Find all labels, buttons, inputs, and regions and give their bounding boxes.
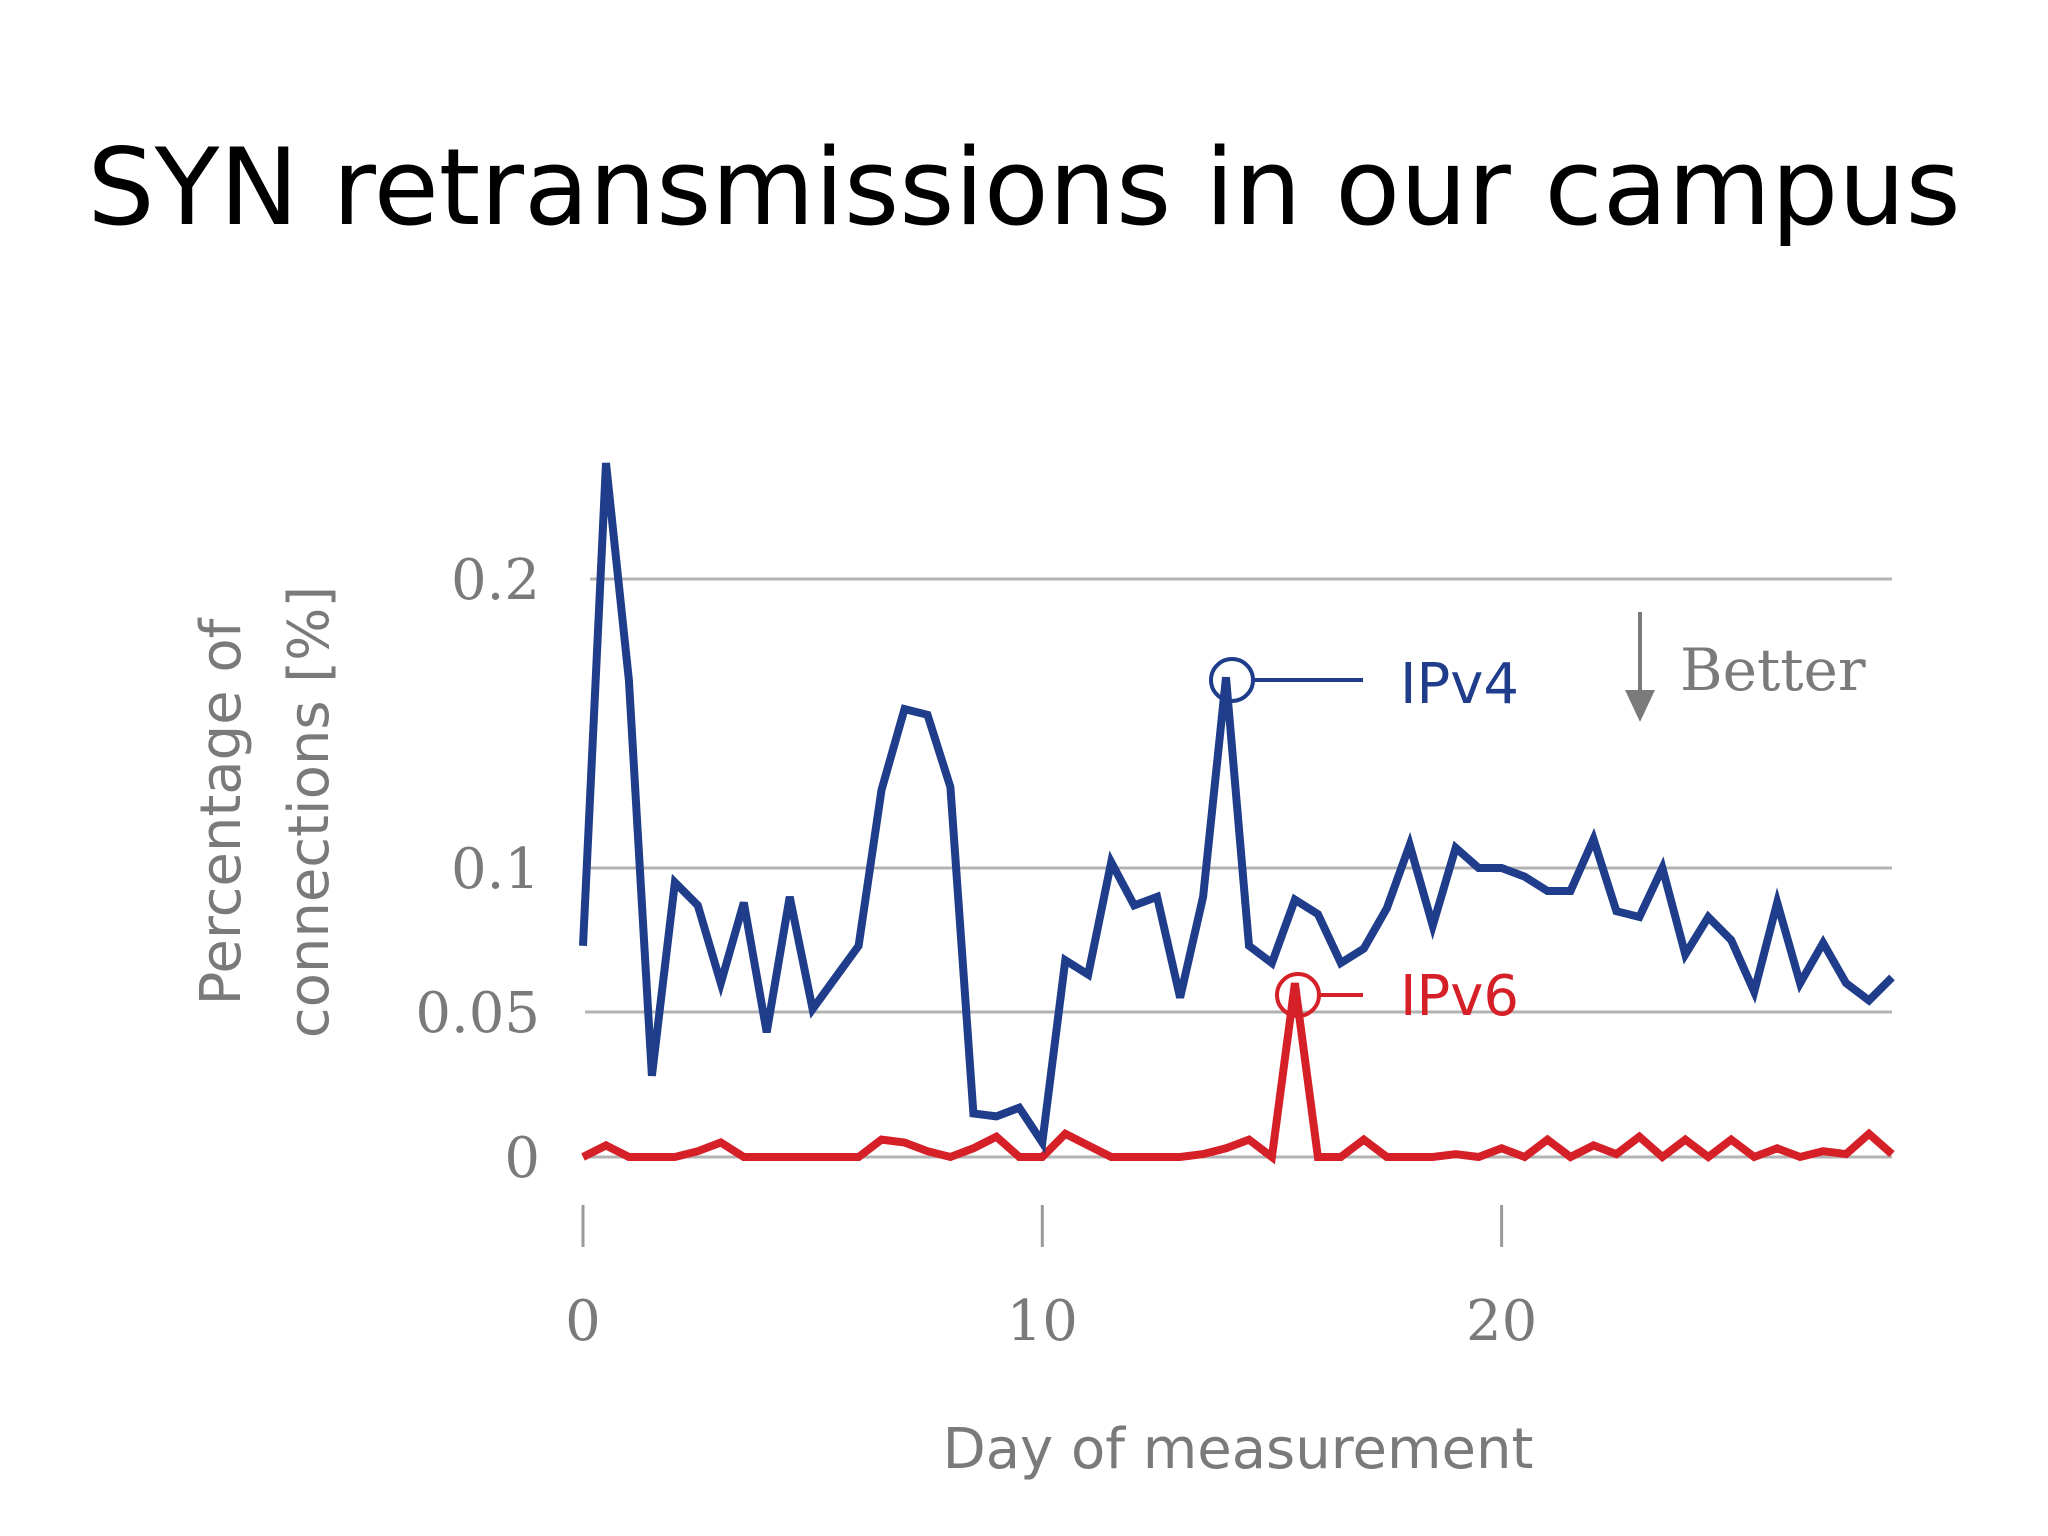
x-tick-label: 10 <box>1007 1289 1078 1354</box>
series-label-ipv4: IPv4 <box>1400 652 1519 717</box>
x-tick-label: 20 <box>1466 1289 1537 1354</box>
y-axis: 0 0.05 0.1 0.2 <box>415 548 540 1191</box>
y-tick-label: 0 <box>504 1126 540 1191</box>
down-arrow-head-icon <box>1625 690 1655 722</box>
x-axis-title: Day of measurement <box>943 1417 1534 1482</box>
series-lines <box>579 462 1895 1165</box>
better-label: Better <box>1680 636 1866 704</box>
y-axis-title-line: connections [%] <box>277 586 342 1038</box>
y-axis-title-line: Percentage of <box>189 617 254 1005</box>
series-labels: IPv4 IPv6 <box>1209 652 1519 1029</box>
y-tick-label: 0.05 <box>415 981 540 1046</box>
y-tick-label: 0.1 <box>451 837 540 902</box>
series-line-ipv6 <box>581 982 1895 1165</box>
x-tick-label: 0 <box>565 1289 601 1354</box>
x-axis: 0 10 20 <box>565 1205 1537 1354</box>
series-line-ipv4 <box>579 462 1895 1154</box>
slide-title: SYN retransmissions in our campus <box>87 126 1961 249</box>
y-tick-label: 0.2 <box>451 548 540 613</box>
better-annotation: Better <box>1625 612 1866 722</box>
series-marker-ipv4 <box>1209 657 1255 703</box>
series-label-ipv6: IPv6 <box>1400 964 1519 1029</box>
